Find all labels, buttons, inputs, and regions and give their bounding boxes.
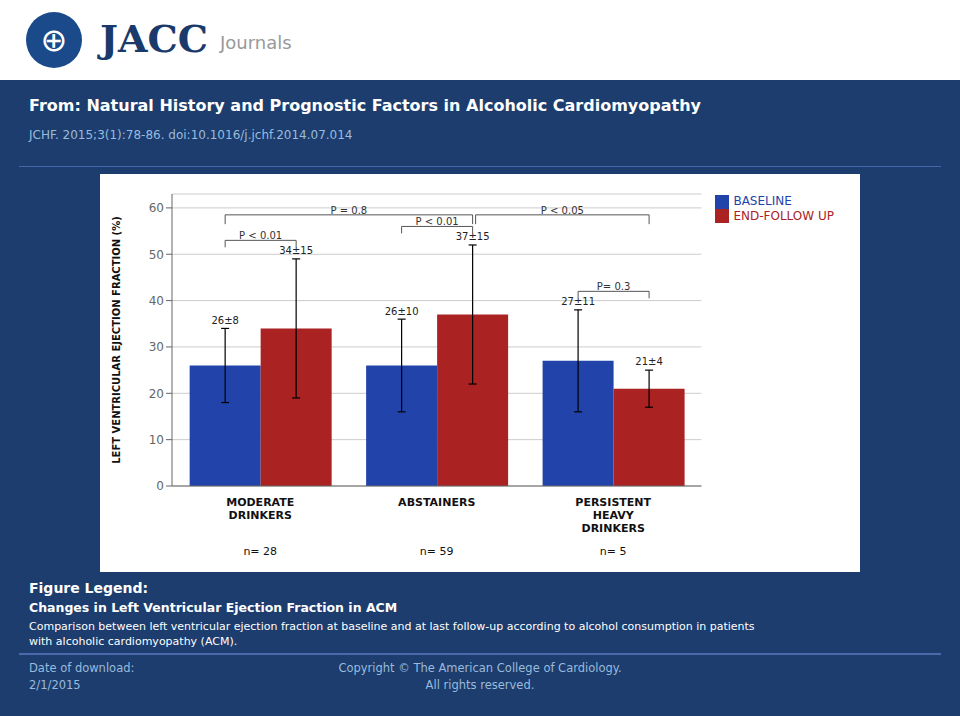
svg-text:0: 0 (156, 479, 164, 493)
html-text:Copyright © The American Colle: Copyright © The American College of Card… (338, 661, 622, 692)
svg-text:21±4: 21±4 (635, 356, 662, 367)
svg-text:26±8: 26±8 (211, 315, 238, 326)
svg-text:n= 28: n= 28 (243, 545, 277, 558)
svg-text:P < 0.01: P < 0.01 (239, 230, 282, 241)
svg-text:60: 60 (149, 201, 164, 215)
svg-text:n= 59: n= 59 (420, 545, 454, 558)
svg-text:20: 20 (149, 387, 164, 401)
html-text:Date of download: 2/1/2015: Date of download: 2/1/2015 (29, 661, 135, 692)
html-text:BASELINE: BASELINE (733, 194, 792, 208)
svg-text:PERSISTENTHEAVYDRINKERS: PERSISTENTHEAVYDRINKERS (575, 496, 651, 535)
html-text:From: Natural History and Prog: From: Natural History and Prognostic Fac… (29, 96, 701, 115)
svg-text:50: 50 (149, 248, 164, 262)
svg-text:37±15: 37±15 (455, 231, 490, 243)
svg-text:P < 0.01: P < 0.01 (416, 216, 459, 227)
svg-text:34±15: 34±15 (279, 245, 314, 257)
svg-text:27±11: 27±11 (561, 296, 595, 308)
svg-text:P= 0.3: P= 0.3 (597, 281, 631, 292)
html-text:END-FOLLOW UP: END-FOLLOW UP (733, 208, 834, 223)
html-text:JCHF. 2015;3(1):78-86. doi:10.: JCHF. 2015;3(1):78-86. doi:10.1016/j.jch… (29, 128, 353, 142)
html-text:Figure Legend:: Figure Legend: (29, 580, 149, 596)
html-text:JACC: JACC (100, 16, 208, 61)
svg-text:LEFT VENTRICULAR EJECTION FRAC: LEFT VENTRICULAR EJECTION FRACTION (%) (111, 216, 122, 464)
svg-text:n= 5: n= 5 (600, 545, 627, 558)
html-text:Journals: Journals (220, 32, 292, 53)
svg-text:40: 40 (149, 294, 164, 308)
html-text:Changes in Left Ventricular Ej: Changes in Left Ventricular Ejection Fra… (29, 600, 398, 615)
svg-text:10: 10 (149, 433, 164, 447)
svg-text:ABSTAINERS: ABSTAINERS (398, 496, 475, 509)
svg-text:P < 0.05: P < 0.05 (541, 205, 584, 216)
svg-text:30: 30 (149, 340, 164, 354)
svg-text:MODERATEDRINKERS: MODERATEDRINKERS (226, 496, 294, 522)
svg-text:26±10: 26±10 (385, 306, 419, 317)
html-text:Comparison between left ventri: Comparison between left ventricular ejec… (29, 620, 755, 648)
svg-text:P = 0.8: P = 0.8 (331, 205, 368, 216)
